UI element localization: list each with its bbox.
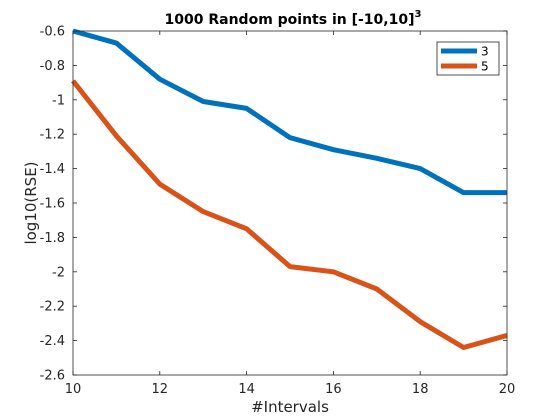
y-tick-label: -2.6 [40,369,65,384]
x-tick-label: 16 [325,382,342,397]
y-tick-label: -2 [52,265,65,280]
x-axis-label: #Intervals [251,398,329,416]
legend-box [436,41,500,76]
y-tick-label: -1 [52,93,65,108]
series-lines [71,28,508,350]
y-tick-label: -2.2 [40,300,65,315]
y-tick-label: -0.6 [40,25,65,40]
y-axis-label: log10(RSE) [22,161,40,244]
plot-area [73,31,507,375]
legend: 35 [436,41,500,76]
chart-title: 1000 Random points in [-10,10]3 [165,9,422,28]
x-tick-label: 20 [499,382,516,397]
chart-title-main: 1000 Random points in [-10,10] [165,12,415,28]
series-line-3 [72,28,507,196]
series-line-5 [71,79,508,350]
x-tick-label: 18 [412,382,429,397]
y-tick-label: -2.4 [40,334,65,349]
x-tick-label: 14 [238,382,255,397]
y-tick-label: -1.2 [40,128,65,143]
y-tick-label: -1.4 [40,162,65,177]
legend-label-5: 5 [481,60,489,74]
axis-ticks: 10 12 14 16 18 20 -2.6 -2.4 -2.2 -2 -1.8 -1.6 -1.4 -1… [40,25,516,398]
y-tick-label: -1.6 [40,197,65,212]
chart-title-superscript: 3 [415,9,422,20]
x-tick-label: 10 [65,382,82,397]
y-tick-label: -0.8 [40,59,65,74]
y-tick-label: -1.8 [40,231,65,246]
x-tick-label: 12 [152,382,169,397]
plot-box [72,30,508,376]
legend-label-3: 3 [481,45,489,59]
